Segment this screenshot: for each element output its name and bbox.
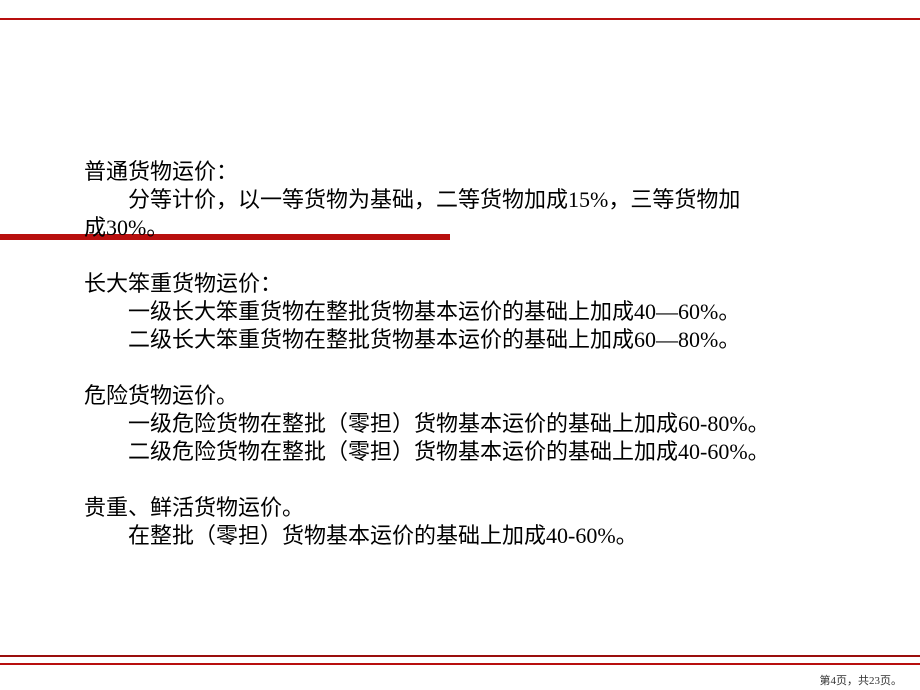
section-heading: 危险货物运价。 xyxy=(84,382,860,410)
section-ordinary-goods: 普通货物运价： 分等计价，以一等货物为基础，二等货物加成15%，三等货物加 成3… xyxy=(84,158,860,242)
page-prefix: 第 xyxy=(820,675,831,687)
section-line: 二级危险货物在整批（零担）货物基本运价的基础上加成40-60%。 xyxy=(84,438,860,466)
section-line: 一级危险货物在整批（零担）货物基本运价的基础上加成60-80%。 xyxy=(84,410,860,438)
page-mid: 页，共 xyxy=(836,675,869,687)
page-footer: 第4页，共23页。 xyxy=(820,672,903,688)
section-line: 二级长大笨重货物在整批货物基本运价的基础上加成60—80%。 xyxy=(84,326,860,354)
section-line: 成30%。 xyxy=(84,214,860,242)
top-divider xyxy=(0,18,920,20)
bottom-divider-1 xyxy=(0,655,920,657)
page-suffix: 页。 xyxy=(880,675,902,687)
page-total: 23 xyxy=(869,675,880,687)
section-line: 在整批（零担）货物基本运价的基础上加成40-60%。 xyxy=(84,522,860,550)
slide-content: 普通货物运价： 分等计价，以一等货物为基础，二等货物加成15%，三等货物加 成3… xyxy=(84,158,860,550)
section-valuable-goods: 贵重、鲜活货物运价。 在整批（零担）货物基本运价的基础上加成40-60%。 xyxy=(84,494,860,550)
bottom-divider-2 xyxy=(0,663,920,665)
section-line: 分等计价，以一等货物为基础，二等货物加成15%，三等货物加 xyxy=(84,186,860,214)
section-dangerous-goods: 危险货物运价。 一级危险货物在整批（零担）货物基本运价的基础上加成60-80%。… xyxy=(84,382,860,466)
section-heading: 贵重、鲜活货物运价。 xyxy=(84,494,860,522)
section-line: 一级长大笨重货物在整批货物基本运价的基础上加成40—60%。 xyxy=(84,298,860,326)
section-heading: 普通货物运价： xyxy=(84,158,860,186)
section-heavy-goods: 长大笨重货物运价： 一级长大笨重货物在整批货物基本运价的基础上加成40—60%。… xyxy=(84,270,860,354)
section-heading: 长大笨重货物运价： xyxy=(84,270,860,298)
